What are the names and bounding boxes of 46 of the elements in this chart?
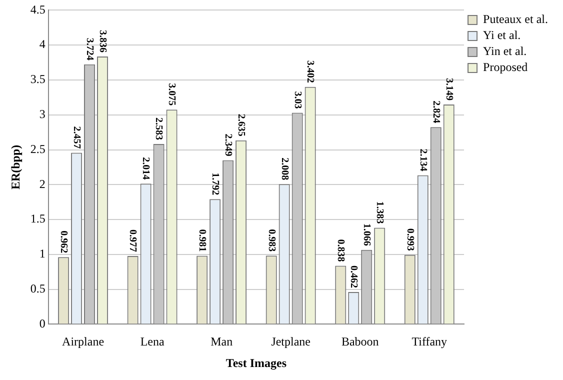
y-tick-label: 0.5 (30, 281, 46, 296)
y-tick-label: 3 (39, 107, 46, 122)
data-label: 3.836 (96, 30, 108, 53)
legend-label: Yin et al. (483, 44, 527, 58)
data-label: 1.066 (361, 223, 372, 246)
data-label: 2.134 (417, 148, 428, 172)
data-label: 1.792 (210, 172, 221, 196)
data-label: 2.583 (153, 117, 164, 140)
data-label: 2.008 (278, 158, 290, 180)
legend-label: Puteaux et al. (483, 12, 548, 26)
x-tick-label: Lena (140, 334, 165, 349)
x-tick-label: Jetplane (271, 334, 311, 349)
data-label: 2.457 (70, 126, 82, 149)
y-tick-label: 0 (39, 316, 46, 330)
data-label: 3.402 (304, 60, 316, 83)
data-label: 2.824 (430, 100, 442, 124)
data-label: 0.993 (404, 228, 416, 251)
data-label: 0.462 (348, 265, 360, 288)
legend-label: Yi et al. (483, 28, 521, 42)
data-label: 2.635 (235, 114, 246, 136)
y-tick-label: 3.5 (30, 72, 46, 86)
data-label: 3.03 (292, 91, 303, 109)
data-label: 0.981 (196, 229, 208, 252)
x-tick-label: Tiffany (412, 334, 448, 349)
data-label: 0.983 (266, 229, 277, 252)
data-label: 3.724 (84, 38, 95, 60)
y-axis-title: ER(bpp) (8, 144, 22, 190)
y-tick-label: 4 (39, 37, 46, 52)
data-label: 2.014 (140, 157, 152, 180)
y-tick-label: 4.5 (30, 2, 46, 16)
y-tick-label: 1 (39, 246, 46, 261)
data-label: 2.349 (222, 134, 234, 156)
x-axis-title: Test Images (226, 356, 287, 370)
y-tick-label: 2.5 (30, 142, 46, 156)
y-tick-label: 2 (39, 176, 46, 191)
data-label: 0.977 (127, 230, 138, 252)
x-tick-label: Airplane (62, 334, 104, 349)
data-label: 0.838 (335, 239, 346, 262)
x-tick-label: Man (210, 334, 233, 349)
x-tick-label: Baboon (341, 334, 379, 349)
legend-label: Proposed (483, 60, 528, 74)
y-tick-label: 1.5 (30, 212, 46, 226)
data-label: 3.149 (443, 78, 454, 100)
data-label: 3.075 (166, 83, 178, 106)
data-label: 0.962 (58, 230, 69, 254)
data-label: 1.383 (374, 201, 386, 224)
